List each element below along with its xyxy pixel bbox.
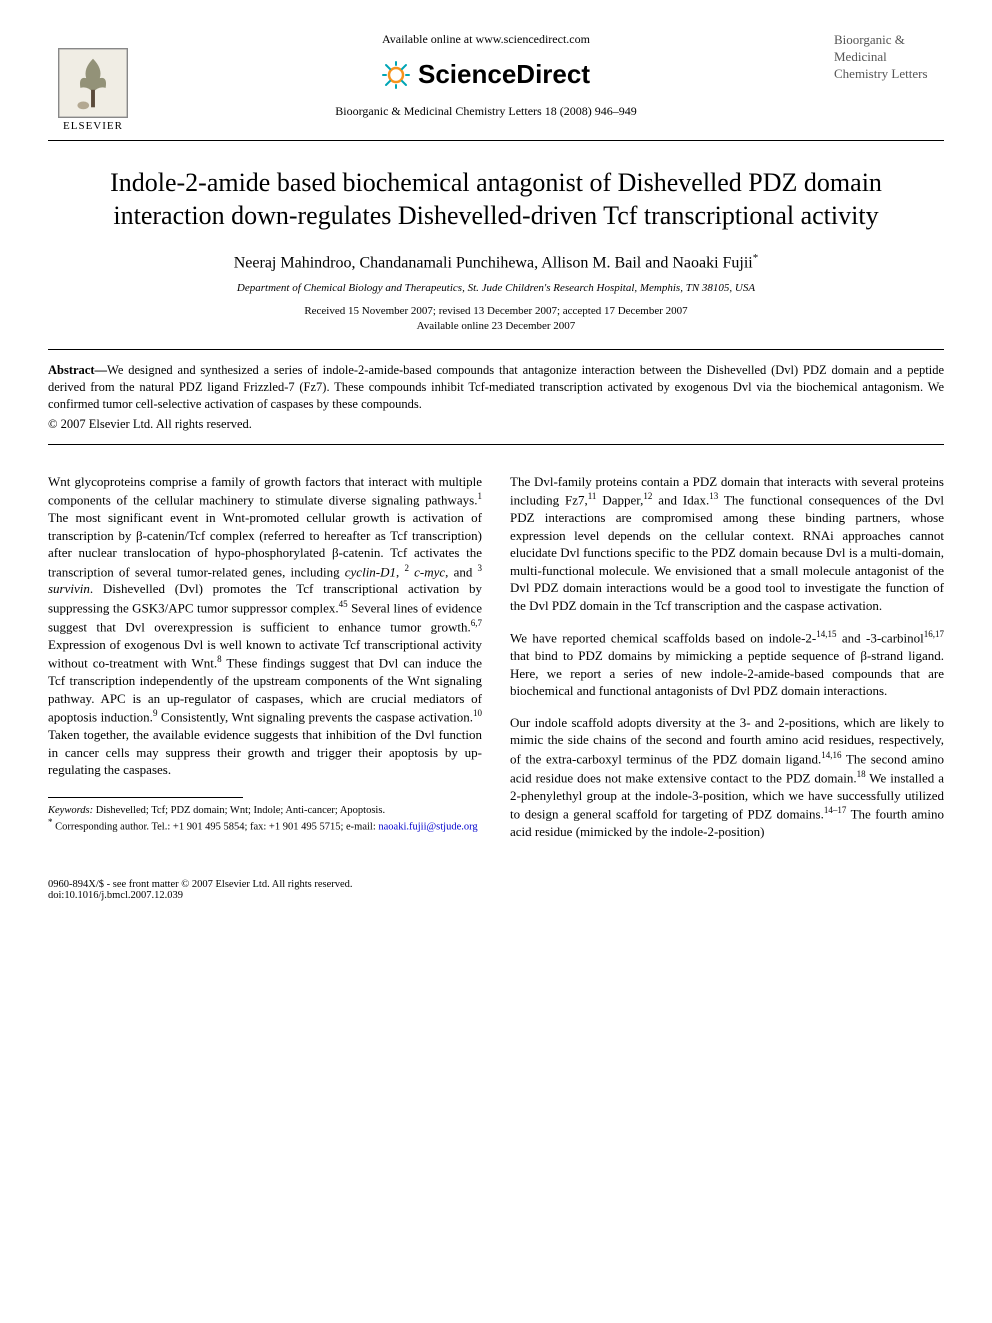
abstract-section: Abstract—We designed and synthesized a s… (48, 349, 944, 445)
ref-1417: 14–17 (824, 805, 847, 815)
abstract-copyright: © 2007 Elsevier Ltd. All rights reserved… (48, 417, 944, 432)
available-online-text: Available online at www.sciencedirect.co… (138, 32, 834, 47)
gene-cyclin: cyclin-D1 (345, 564, 396, 579)
ref-1416: 14,16 (821, 750, 841, 760)
ref-1415: 14,15 (816, 629, 836, 639)
ref-1617: 16,17 (924, 629, 944, 639)
ref-18: 18 (857, 769, 866, 779)
corr-email-link[interactable]: naoaki.fujii@stjude.org (378, 822, 477, 833)
tree-icon (59, 49, 127, 117)
dates-line1: Received 15 November 2007; revised 13 De… (48, 304, 944, 318)
footnote-rule (48, 797, 243, 798)
right-p1: The Dvl-family proteins contain a PDZ do… (510, 473, 944, 615)
bottom-row: 0960-894X/$ - see front matter © 2007 El… (48, 879, 944, 901)
text: The functional consequences of the Dvl P… (510, 492, 944, 612)
doi: doi:10.1016/j.bmcl.2007.12.039 (48, 890, 353, 901)
gene-cmyc: c-myc (414, 564, 445, 579)
left-p1: Wnt glycoproteins comprise a family of g… (48, 473, 482, 779)
journal-citation: Bioorganic & Medicinal Chemistry Letters… (138, 104, 834, 119)
article-title: Indole-2-amide based biochemical antagon… (88, 167, 904, 232)
abstract-text: Abstract—We designed and synthesized a s… (48, 362, 944, 413)
body-columns: Wnt glycoproteins comprise a family of g… (48, 473, 944, 855)
abstract-body: We designed and synthesized a series of … (48, 363, 944, 411)
sciencedirect-icon (382, 61, 410, 89)
text: Taken together, the available evidence s… (48, 727, 482, 777)
ref-1: 1 (478, 491, 483, 501)
header-rule (48, 140, 944, 141)
abstract-label: Abstract— (48, 363, 107, 377)
right-p3: Our indole scaffold adopts diversity at … (510, 714, 944, 841)
dates-line2: Available online 23 December 2007 (48, 319, 944, 333)
text: and Idax. (652, 492, 709, 507)
keywords-label: Keywords: (48, 805, 93, 816)
corr-marker-sup: * (753, 252, 759, 264)
journal-name-right: Bioorganic & Medicinal Chemistry Letters (834, 32, 944, 83)
sciencedirect-text: ScienceDirect (418, 59, 590, 90)
authors-text: Neeraj Mahindroo, Chandanamali Punchihew… (234, 254, 753, 271)
left-column: Wnt glycoproteins comprise a family of g… (48, 473, 482, 855)
elsevier-logo: ELSEVIER (48, 32, 138, 132)
text: We have reported chemical scaffolds base… (510, 631, 816, 646)
sciencedirect-logo: ScienceDirect (138, 59, 834, 90)
bottom-left: 0960-894X/$ - see front matter © 2007 El… (48, 879, 353, 901)
keywords-text: Dishevelled; Tcf; PDZ domain; Wnt; Indol… (93, 805, 385, 816)
affiliation: Department of Chemical Biology and Thera… (48, 282, 944, 294)
corresponding-author: * Corresponding author. Tel.: +1 901 495… (48, 817, 482, 834)
text: Wnt glycoproteins comprise a family of g… (48, 474, 482, 508)
ref-3: 3 (478, 563, 483, 573)
ref-67: 6,7 (471, 618, 482, 628)
elsevier-tree-icon (58, 48, 128, 118)
keywords-line: Keywords: Dishevelled; Tcf; PDZ domain; … (48, 804, 482, 818)
footnotes: Keywords: Dishevelled; Tcf; PDZ domain; … (48, 804, 482, 835)
article-dates: Received 15 November 2007; revised 13 De… (48, 304, 944, 333)
text: and -3-carbinol (837, 631, 924, 646)
center-header: Available online at www.sciencedirect.co… (138, 32, 834, 119)
front-matter: 0960-894X/$ - see front matter © 2007 El… (48, 879, 353, 890)
text: , and (445, 564, 477, 579)
ref-13: 13 (709, 491, 718, 501)
ref-10: 10 (473, 708, 482, 718)
header-row: ELSEVIER Available online at www.science… (48, 32, 944, 132)
ref-12: 12 (643, 491, 652, 501)
text: Dapper, (596, 492, 643, 507)
gene-survivin: survivin (48, 581, 90, 596)
authors-line: Neeraj Mahindroo, Chandanamali Punchihew… (48, 252, 944, 272)
ref-2: 2 (404, 563, 409, 573)
right-p2: We have reported chemical scaffolds base… (510, 628, 944, 700)
text: that bind to PDZ domains by mimicking a … (510, 648, 944, 698)
right-column: The Dvl-family proteins contain a PDZ do… (510, 473, 944, 855)
corr-text: Corresponding author. Tel.: +1 901 495 5… (53, 822, 379, 833)
elsevier-label: ELSEVIER (63, 120, 123, 132)
text: Consistently, Wnt signaling prevents the… (157, 710, 473, 725)
